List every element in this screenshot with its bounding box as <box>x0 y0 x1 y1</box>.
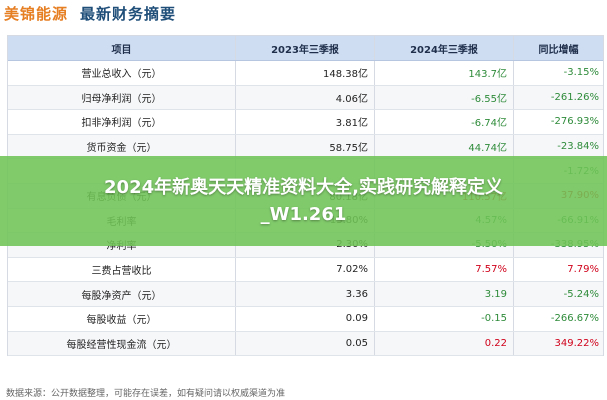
banner-headline[interactable]: 2024年新奥天天精准资料大全,实践研究解释定义_W1.261 <box>104 177 503 225</box>
row-value-2024q3: 7.57% <box>375 257 514 282</box>
row-value-2023q3: 3.36 <box>236 282 375 306</box>
row-item-label: 货币资金（元） <box>8 134 236 159</box>
row-item-label: 营业总收入（元） <box>8 61 236 85</box>
row-value-2023q3: 0.09 <box>236 306 375 331</box>
row-value-2023q3: 148.38亿 <box>236 61 375 85</box>
row-value-2024q3: -6.74亿 <box>375 110 514 134</box>
row-value-yoy-change: -5.24% <box>563 288 599 300</box>
column-header-item: 项目 <box>8 36 236 60</box>
table-row: 营业总收入（元） 148.38亿 143.7亿 -3.15% <box>8 61 603 86</box>
brand-logo-text: 美锦能源 <box>4 5 69 23</box>
table-row: 每股净资产（元） 3.36 3.19 -5.24% <box>8 282 603 307</box>
row-item-label: 每股经营性现金流（元） <box>8 331 236 356</box>
row-item-label: 扣非净利润（元） <box>8 110 236 134</box>
row-value-yoy-change: -266.67% <box>550 313 599 325</box>
row-item-label: 每股净资产（元） <box>8 282 236 306</box>
row-value-yoy-change: 7.79% <box>567 264 599 276</box>
table-row: 三费占营收比 7.02% 7.57% 7.79% <box>8 257 603 283</box>
row-value-yoy-change: -276.93% <box>550 116 599 128</box>
row-value-2024q3: 3.19 <box>375 282 514 306</box>
table-row: 货币资金（元） 58.75亿 44.74亿 -23.84% <box>8 134 603 160</box>
row-value-yoy-change: -23.84% <box>557 141 599 153</box>
row-value-2024q3: 0.22 <box>375 331 514 356</box>
row-value-yoy-change: 349.22% <box>554 337 600 349</box>
row-value-2024q3: -6.55亿 <box>375 85 514 110</box>
data-source-note: 数据来源：公开数据整理，可能存在误差，如有疑问请以权威渠道为准 <box>6 389 286 399</box>
row-value-2023q3: 3.81亿 <box>236 110 375 134</box>
column-header-yoy-change: 同比增幅 <box>538 44 579 56</box>
table-header: 项目 2023年三季报 2024年三季报 同比增幅 <box>8 36 603 61</box>
section-title: 最新财务摘要 <box>80 5 177 23</box>
row-value-2023q3: 58.75亿 <box>236 134 375 159</box>
row-item-label: 三费占营收比 <box>8 257 236 282</box>
row-item-label: 归母净利润（元） <box>8 85 236 110</box>
row-item-label: 每股收益（元） <box>8 306 236 331</box>
row-value-yoy-change: -261.26% <box>550 91 599 103</box>
overlay-banner[interactable]: 2024年新奥天天精准资料大全,实践研究解释定义_W1.261 <box>0 156 607 246</box>
row-value-2024q3: 44.74亿 <box>375 134 514 159</box>
row-value-2024q3: 143.7亿 <box>375 61 514 85</box>
table-row: 扣非净利润（元） 3.81亿 -6.74亿 -276.93% <box>8 110 603 135</box>
table-row: 每股收益（元） 0.09 -0.15 -266.67% <box>8 306 603 332</box>
page-header: 美锦能源 最新财务摘要 <box>0 0 607 28</box>
row-value-yoy-change: -3.15% <box>563 67 599 79</box>
row-value-2023q3: 0.05 <box>236 331 375 356</box>
table-row: 归母净利润（元） 4.06亿 -6.55亿 -261.26% <box>8 85 603 111</box>
table-row: 每股经营性现金流（元） 0.05 0.22 349.22% <box>8 331 603 357</box>
row-value-2023q3: 7.02% <box>236 257 375 282</box>
column-header-2024q3: 2024年三季报 <box>375 36 514 60</box>
row-value-2024q3: -0.15 <box>375 306 514 331</box>
row-value-2023q3: 4.06亿 <box>236 85 375 110</box>
column-header-2023q3: 2023年三季报 <box>236 36 375 60</box>
